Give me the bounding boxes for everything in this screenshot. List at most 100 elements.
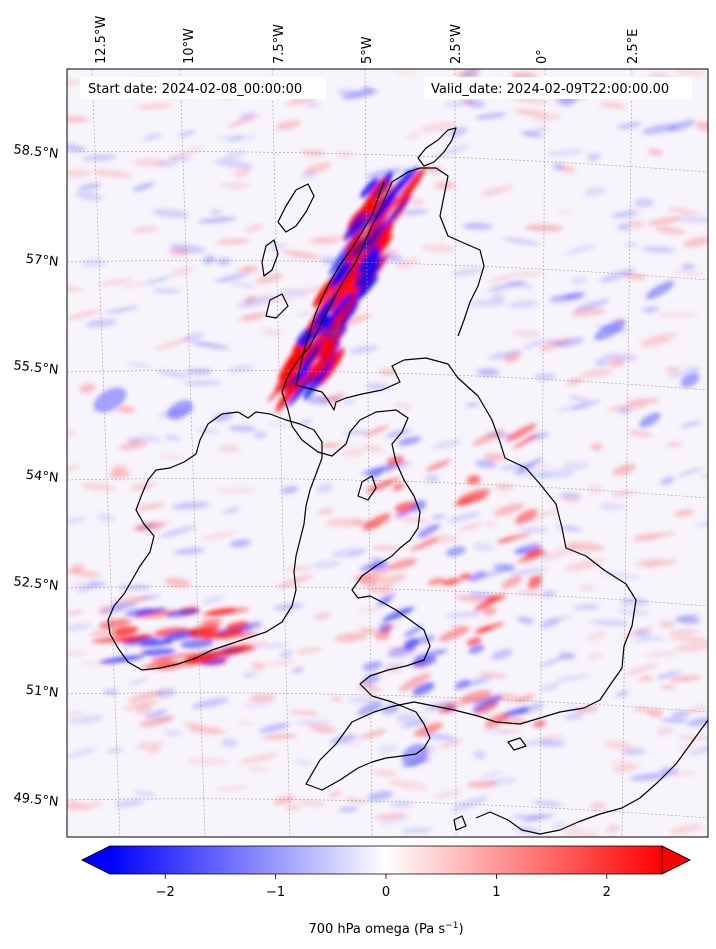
omega-streak	[223, 507, 240, 515]
omega-streak	[680, 420, 702, 428]
omega-streak	[140, 648, 176, 656]
gridline-lon-12-5w	[91, 69, 121, 837]
omega-streak	[113, 799, 145, 808]
omega-streak	[611, 491, 635, 497]
omega-streak	[516, 694, 535, 703]
omega-streak	[93, 387, 127, 413]
omega-streak	[329, 734, 356, 745]
omega-streak	[515, 509, 538, 524]
omega-streak	[510, 568, 549, 575]
omega-streak	[387, 646, 415, 658]
omega-streak	[502, 237, 540, 246]
omega-streak	[562, 826, 584, 836]
omega-streak	[85, 319, 117, 328]
omega-streak	[243, 671, 257, 678]
omega-streak	[322, 443, 337, 448]
omega-streak	[217, 487, 255, 494]
omega-streak	[451, 796, 488, 812]
omega-streak	[513, 330, 542, 338]
omega-streak	[358, 578, 379, 588]
omega-streak	[295, 341, 322, 383]
omega-streak	[468, 644, 484, 654]
omega-streak	[461, 690, 493, 703]
omega-streak	[455, 679, 471, 690]
omega-streak	[528, 575, 543, 582]
omega-streak	[164, 730, 183, 736]
omega-streak	[581, 368, 613, 378]
omega-streak	[602, 353, 638, 362]
omega-field	[67, 69, 708, 837]
omega-streak	[98, 605, 112, 614]
omega-streak	[67, 169, 92, 178]
omega-streak	[200, 658, 228, 666]
omega-streak	[668, 207, 699, 216]
omega-streak	[560, 165, 576, 173]
coastline-ireland	[107, 411, 323, 671]
omega-streak	[568, 396, 589, 402]
omega-streak	[512, 434, 539, 449]
omega-streak	[186, 368, 212, 376]
omega-streak	[438, 626, 471, 642]
omega-streak	[79, 383, 96, 393]
omega-streak	[561, 461, 590, 471]
omega-streak	[393, 166, 427, 206]
colorbar-tick-label: 0	[382, 885, 390, 900]
omega-streak	[67, 747, 97, 758]
omega-streak	[143, 661, 181, 669]
omega-streak	[341, 89, 379, 100]
omega-streak	[615, 690, 630, 698]
omega-streak	[226, 621, 250, 630]
omega-streak	[385, 667, 403, 672]
omega-streak	[229, 281, 256, 288]
omega-streak	[413, 635, 435, 645]
omega-streak	[216, 257, 231, 266]
omega-streak	[249, 694, 276, 702]
omega-streak	[588, 485, 603, 494]
omega-streak	[137, 435, 162, 443]
longitude-labels: 12.5°W 10°W 7.5°W 5°W 2.5°W 0° 2.5°E	[94, 16, 641, 64]
omega-streak	[483, 606, 497, 616]
omega-streak	[657, 312, 697, 317]
omega-streak	[594, 319, 626, 341]
omega-streak	[242, 701, 275, 707]
omega-streak	[552, 822, 566, 828]
omega-streak	[571, 307, 606, 317]
omega-streak	[398, 436, 422, 446]
lat-label-57n: 57°N	[25, 252, 59, 270]
omega-streak	[328, 294, 358, 332]
gridline-lon-10w	[179, 69, 206, 837]
omega-streak	[67, 116, 89, 123]
omega-streak	[496, 729, 523, 733]
gridline-lon-2-5e	[621, 69, 633, 837]
omega-streak	[67, 143, 87, 152]
omega-streak	[67, 711, 85, 718]
omega-streak	[394, 402, 413, 410]
omega-streak	[377, 745, 399, 753]
omega-streak	[620, 597, 650, 607]
omega-streak	[344, 741, 360, 746]
omega-streak	[677, 467, 704, 477]
omega-streak	[392, 482, 405, 491]
omega-streak	[297, 311, 313, 316]
omega-streak	[296, 327, 313, 346]
omega-streak	[665, 367, 682, 373]
omega-streak	[634, 198, 655, 208]
omega-streak	[401, 720, 426, 729]
omega-streak	[633, 707, 651, 712]
omega-streak	[491, 649, 513, 660]
omega-streak	[308, 724, 337, 734]
omega-streak	[513, 109, 550, 117]
omega-streak	[239, 753, 278, 764]
omega-streak	[600, 502, 625, 511]
omega-streak	[212, 412, 233, 422]
omega-streak	[286, 804, 301, 811]
omega-streak	[538, 469, 575, 479]
omega-streak	[571, 277, 587, 284]
omega-streak	[564, 526, 577, 531]
omega-streak	[371, 546, 401, 550]
map-panel: Start date: 2024-02-08_00:00:00 Valid_da…	[66, 68, 709, 838]
map-frame	[66, 68, 709, 838]
omega-streak	[67, 286, 83, 292]
gridline-lat-51n	[67, 692, 708, 713]
omega-streak	[660, 684, 675, 690]
